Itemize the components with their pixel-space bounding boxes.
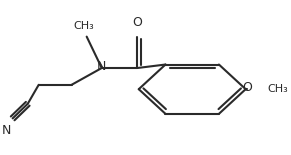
- Text: CH₃: CH₃: [268, 84, 288, 94]
- Text: N: N: [2, 124, 11, 137]
- Text: O: O: [132, 16, 142, 29]
- Text: N: N: [97, 60, 107, 73]
- Text: CH₃: CH₃: [74, 21, 94, 31]
- Text: O: O: [242, 81, 252, 94]
